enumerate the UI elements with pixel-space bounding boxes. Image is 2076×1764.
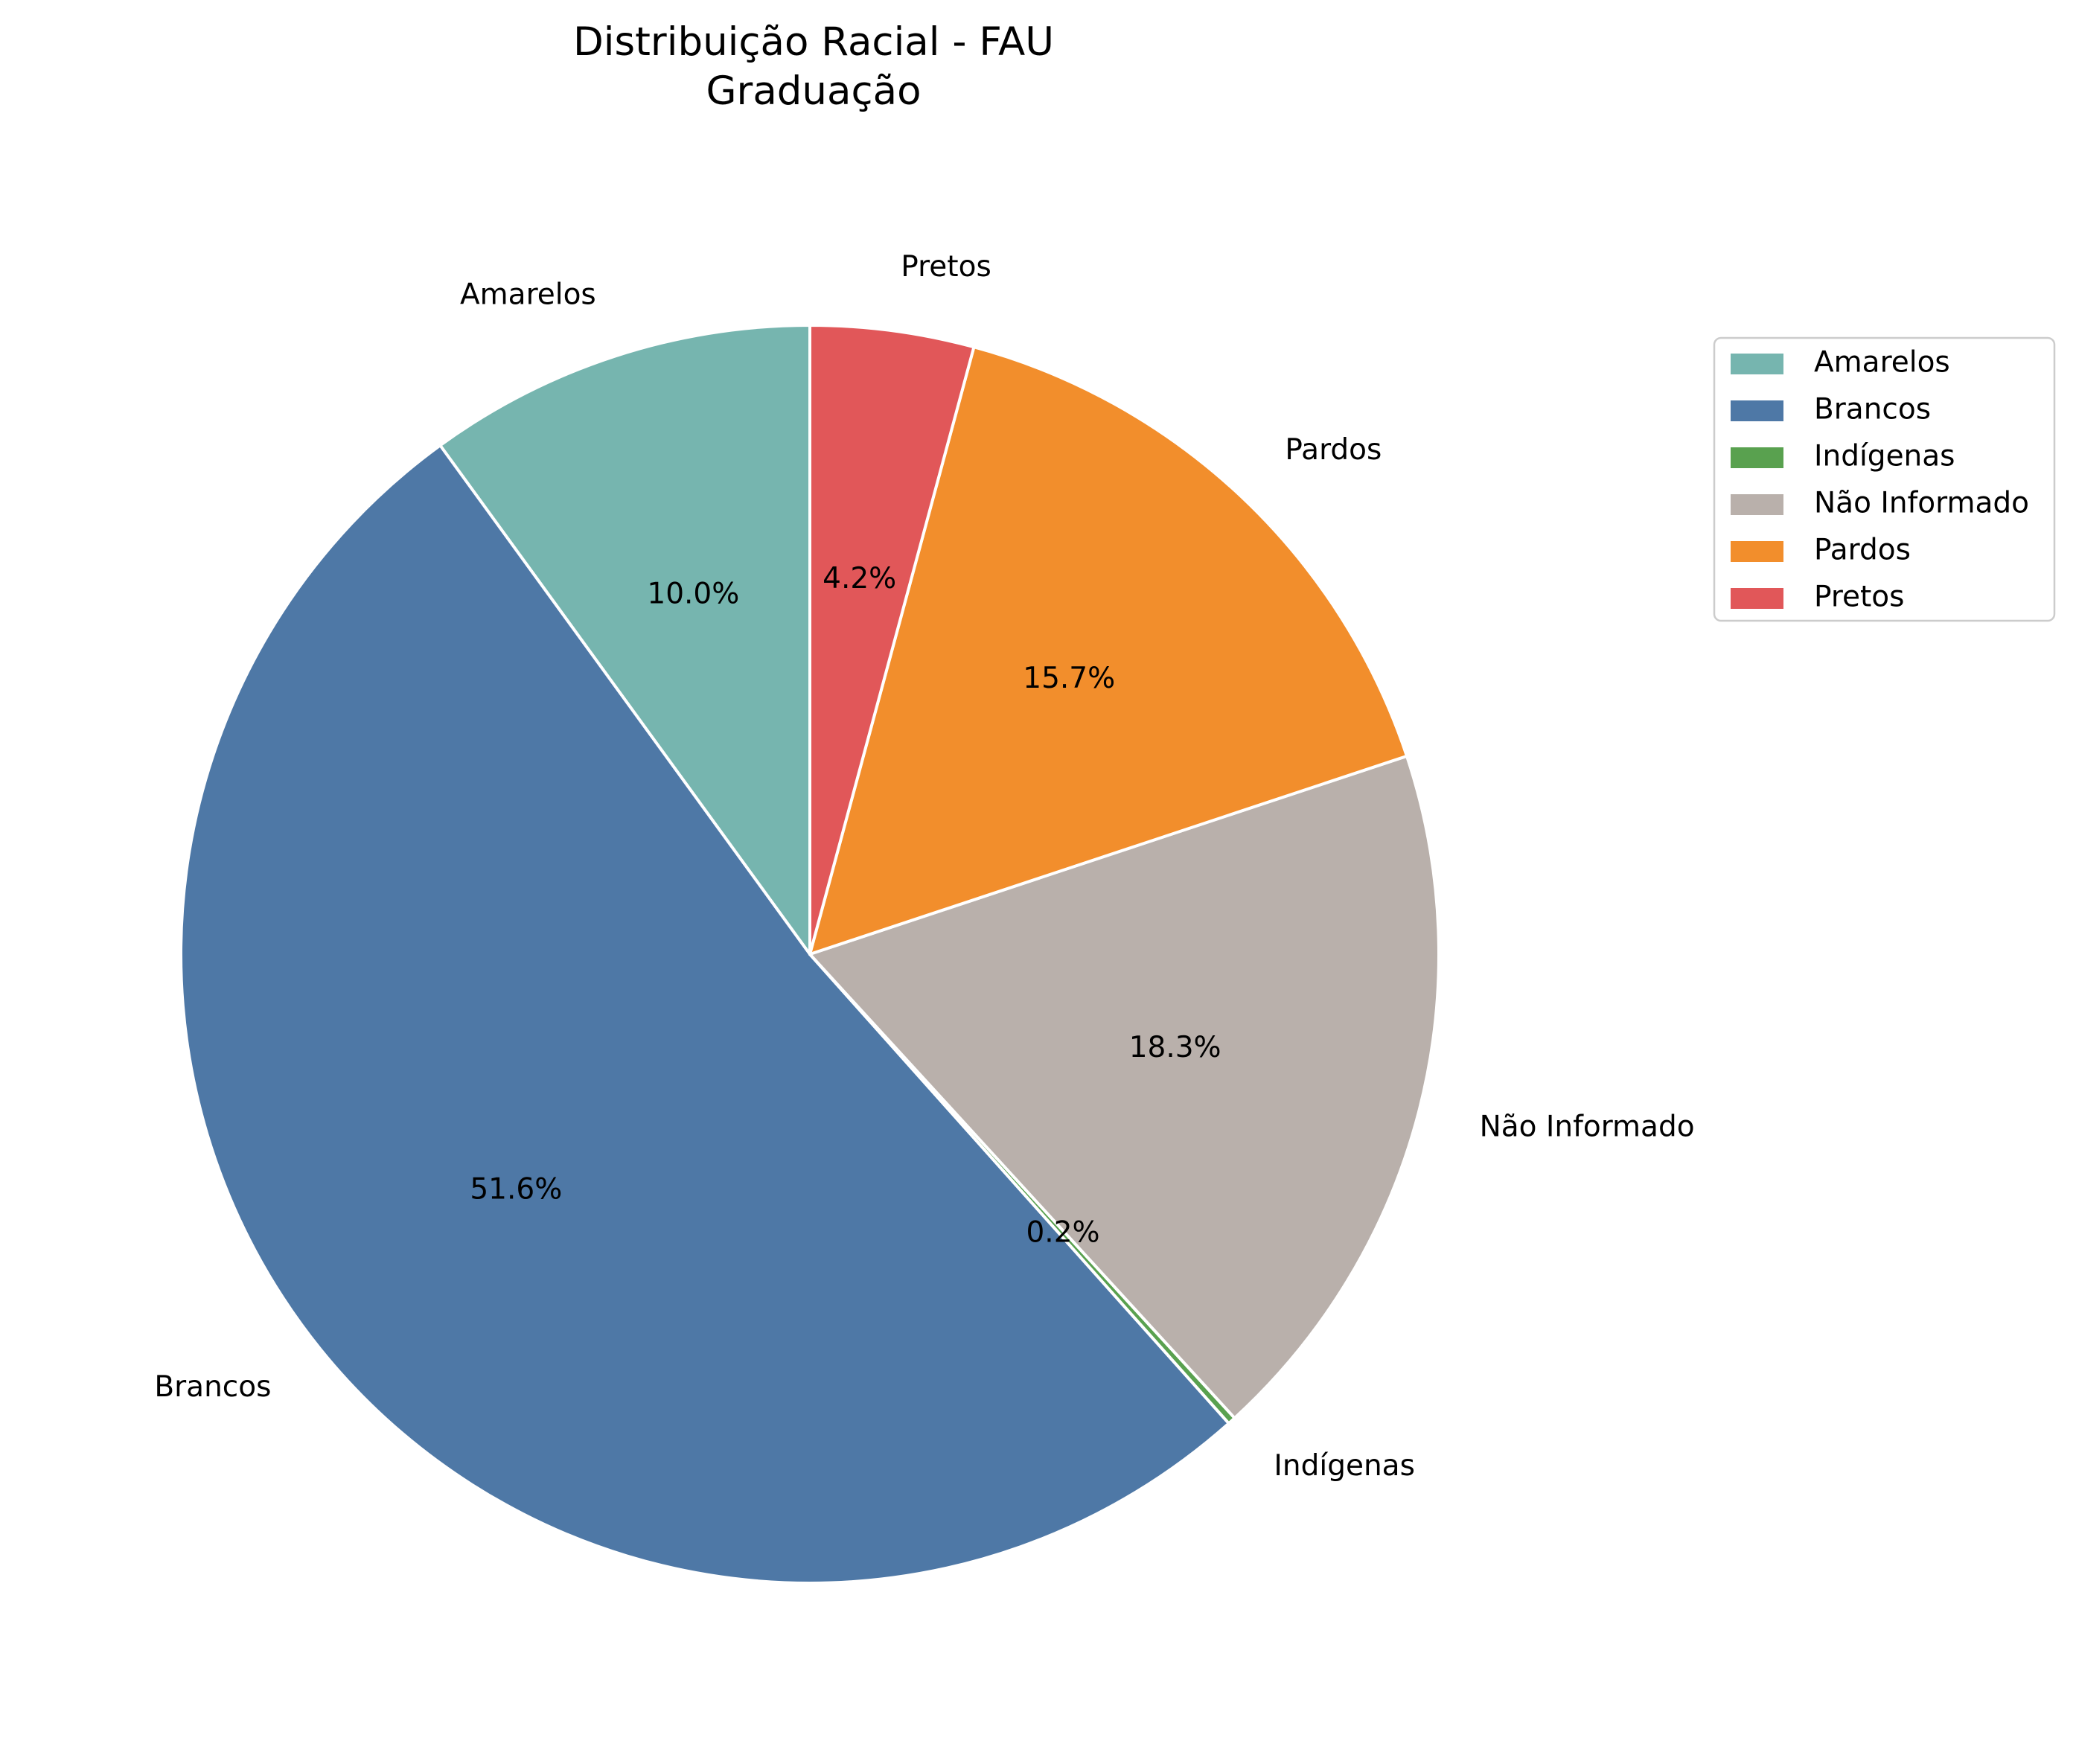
slice-label-pretos: Pretos <box>901 250 991 284</box>
slice-label-amarelos: Amarelos <box>460 278 596 311</box>
legend-label-pretos: Pretos <box>1814 581 1904 614</box>
legend-swatch-amarelos <box>1731 354 1783 374</box>
pie-slice-brancos <box>179 444 1230 1585</box>
chart-title-line-2: Graduação <box>706 68 921 114</box>
legend-swatch-nao-informado <box>1731 494 1783 515</box>
legend-frame <box>1713 336 2056 622</box>
percent-label-nao-informado: 18.3% <box>1129 1031 1221 1064</box>
percent-labels: 10.0% 51.6% 0.2% 18.3% 15.7% 4.2% <box>470 562 1221 1250</box>
percent-label-brancos: 51.6% <box>470 1173 562 1207</box>
pie-slice-pardos <box>808 345 1408 956</box>
slice-labels: Amarelos Brancos Indígenas Não Informado Par… <box>154 250 1694 1483</box>
legend-label-pardos: Pardos <box>1814 534 1911 567</box>
legend: Amarelos Brancos Indígenas Não Informado Par… <box>1713 336 2056 622</box>
percent-label-pretos: 4.2% <box>823 562 896 595</box>
legend-swatch-indigenas <box>1731 447 1783 468</box>
legend-label-brancos: Brancos <box>1814 393 1931 426</box>
percent-label-amarelos: 10.0% <box>647 577 739 610</box>
slice-label-indigenas: Indígenas <box>1274 1449 1415 1483</box>
chart-title: Distribuição Racial - FAU Graduação <box>573 19 1054 114</box>
legend-label-nao-informado: Não Informado <box>1814 487 2029 520</box>
legend-label-amarelos: Amarelos <box>1814 346 1950 380</box>
slice-label-brancos: Brancos <box>154 1370 271 1404</box>
pie-slice-amarelos <box>438 324 811 956</box>
legend-swatch-brancos <box>1731 400 1783 421</box>
slice-label-pardos: Pardos <box>1285 433 1382 467</box>
legend-swatch-pretos <box>1731 588 1783 609</box>
slice-label-nao-informado: Não Informado <box>1480 1110 1695 1143</box>
pie-slice-nao-informado <box>808 754 1440 1420</box>
percent-label-indigenas: 0.2% <box>1026 1216 1099 1250</box>
legend-label-indigenas: Indígenas <box>1814 440 1955 473</box>
pie-slice-pretos <box>808 324 976 956</box>
pie-slices <box>179 324 1440 1585</box>
chart-title-line-1: Distribuição Racial - FAU <box>573 19 1054 65</box>
legend-swatch-pardos <box>1731 541 1783 562</box>
percent-label-pardos: 15.7% <box>1023 662 1115 695</box>
